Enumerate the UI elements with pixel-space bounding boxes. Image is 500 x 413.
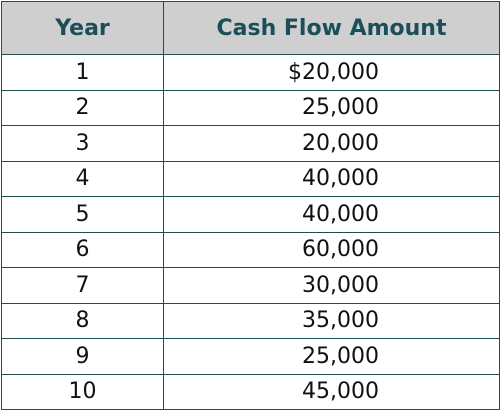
table-row: 5 40,000 <box>1 196 500 233</box>
amount-cell: 60,000 <box>163 231 500 268</box>
table-row: 3 20,000 <box>1 125 500 162</box>
year-cell: 5 <box>1 196 164 233</box>
year-column-header: Year <box>1 1 164 55</box>
cash-flow-amount-column-header: Cash Flow Amount <box>163 1 500 55</box>
amount-cell: 20,000 <box>163 125 500 162</box>
table-row: 6 60,000 <box>1 231 500 268</box>
year-cell: 1 <box>1 54 164 91</box>
amount-cell: 45,000 <box>163 373 500 410</box>
year-cell: 2 <box>1 89 164 126</box>
amount-cell: 25,000 <box>163 338 500 375</box>
amount-cell: 35,000 <box>163 302 500 339</box>
amount-cell: $20,000 <box>163 54 500 91</box>
year-cell: 9 <box>1 338 164 375</box>
year-cell: 7 <box>1 267 164 304</box>
amount-cell: 40,000 <box>163 196 500 233</box>
table-row: 10 45,000 <box>1 373 500 410</box>
table-row: 9 25,000 <box>1 338 500 375</box>
amount-cell: 40,000 <box>163 160 500 197</box>
header-row: Year Cash Flow Amount <box>1 1 500 55</box>
year-cell: 8 <box>1 302 164 339</box>
table-row: 2 25,000 <box>1 89 500 126</box>
year-cell: 4 <box>1 160 164 197</box>
table-row: 4 40,000 <box>1 160 500 197</box>
table-header: Year Cash Flow Amount <box>1 1 500 55</box>
year-cell: 10 <box>1 373 164 410</box>
year-cell: 6 <box>1 231 164 268</box>
table-row: 1 $20,000 <box>1 54 500 91</box>
table-row: 7 30,000 <box>1 267 500 304</box>
amount-cell: 30,000 <box>163 267 500 304</box>
amount-cell: 25,000 <box>163 89 500 126</box>
year-cell: 3 <box>1 125 164 162</box>
table-body: 1 $20,000 2 25,000 3 20,000 4 40,000 5 4… <box>1 54 500 410</box>
table-row: 8 35,000 <box>1 302 500 339</box>
